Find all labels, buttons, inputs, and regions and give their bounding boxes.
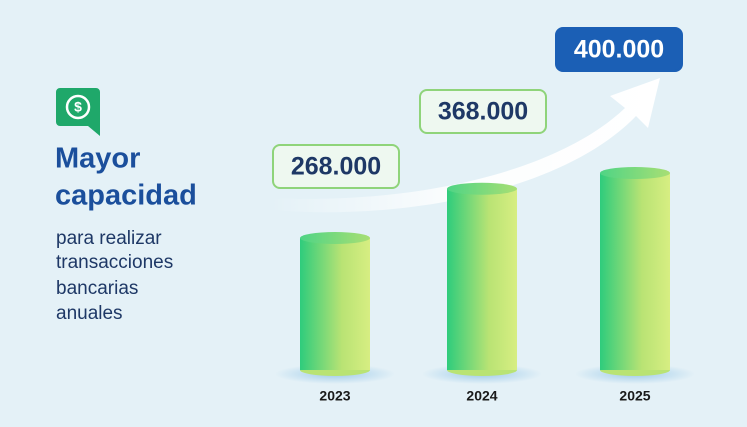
subtitle: transacciones <box>56 252 173 273</box>
svg-text:$: $ <box>74 99 82 115</box>
title: Mayor <box>55 143 140 175</box>
subtitle: para realizar <box>56 228 162 249</box>
value-label: 268.000 <box>291 153 381 181</box>
icon: $ <box>56 88 100 136</box>
bar-cap <box>300 232 370 245</box>
value-box <box>419 89 547 134</box>
x-tick-label: 2024 <box>466 388 497 404</box>
bar-cap <box>600 167 670 179</box>
value-box <box>272 144 400 189</box>
bar <box>447 188 517 370</box>
bar-cap <box>447 182 517 195</box>
bar <box>600 173 670 370</box>
x-tick-label: 2023 <box>319 388 350 404</box>
bar <box>300 238 370 370</box>
value-badge <box>555 27 683 72</box>
x-tick-label: 2025 <box>619 388 650 404</box>
title: capacidad <box>55 180 197 212</box>
value-label: 368.000 <box>438 98 528 126</box>
value-label: 400.000 <box>574 36 664 64</box>
subtitle: bancarias <box>56 278 138 299</box>
subtitle: anuales <box>56 303 123 324</box>
